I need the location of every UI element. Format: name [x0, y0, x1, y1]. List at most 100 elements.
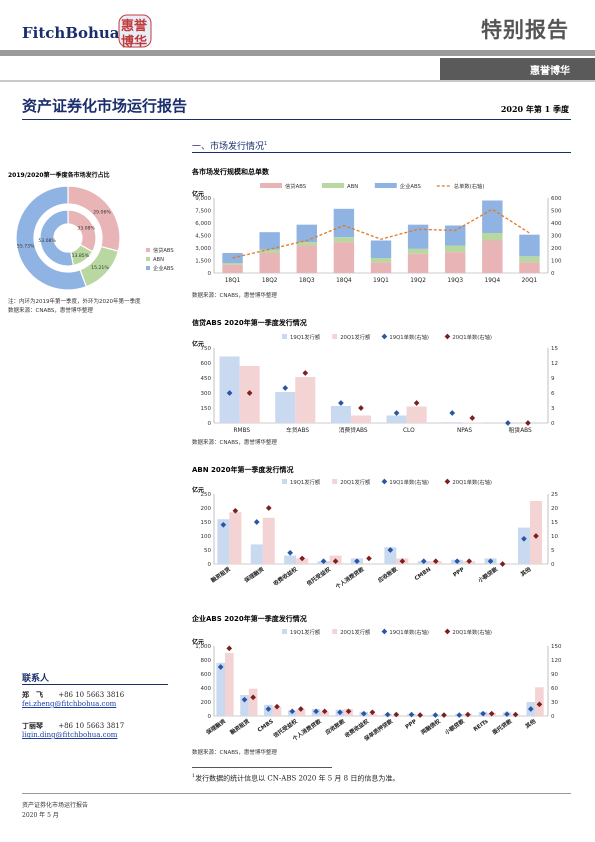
- bar: [445, 245, 466, 253]
- contact-phone: +86 10 5663 3817: [58, 722, 125, 730]
- data-point: [226, 645, 233, 652]
- legend-swatch: [260, 183, 282, 188]
- logo-text: FitchBohua: [22, 24, 120, 42]
- y-axis-unit: 亿元: [192, 340, 204, 348]
- data-point: [499, 561, 506, 567]
- y2-tick-label: 200: [551, 246, 562, 252]
- y-tick-label: 150: [201, 520, 212, 526]
- x-tick-label: 信托受益权: [305, 565, 333, 588]
- y-tick-label: 1,000: [195, 644, 211, 650]
- bar: [519, 256, 540, 263]
- bar: [222, 263, 243, 265]
- data-point: [465, 711, 471, 718]
- y2-tick-label: 10: [551, 534, 558, 540]
- outer-label: 15.21%: [91, 265, 109, 271]
- data-point: [504, 711, 510, 717]
- bar: [259, 253, 280, 273]
- x-tick-label: 18Q2: [262, 278, 278, 284]
- legend-label: 总单数(右轴): [454, 182, 485, 190]
- chart4-enterprise-abs: 0 200 400 600 800 1,000 0 30 60 90 120 150 亿元 19Q1发行额…: [192, 628, 562, 743]
- y-tick-label: 6,000: [195, 221, 211, 227]
- x-tick-label: 其他: [524, 717, 538, 730]
- y2-tick-label: 0: [551, 421, 555, 427]
- data-point: [217, 664, 224, 670]
- y-tick-label: 600: [201, 361, 212, 367]
- contact-name: 丁丽琴: [22, 721, 43, 730]
- y-tick-label: 100: [201, 534, 212, 540]
- y-tick-label: 9,000: [195, 196, 211, 202]
- x-tick-label: 18Q1: [225, 278, 241, 284]
- bar: [445, 252, 466, 273]
- bar: [442, 422, 463, 423]
- bar: [224, 653, 234, 716]
- y2-tick-label: 0: [551, 562, 555, 568]
- y2-tick-label: 9: [551, 376, 555, 382]
- footer-date: 2020 年 5 月: [22, 812, 59, 819]
- outer-slice: [15, 185, 88, 291]
- y-tick-label: 3,000: [195, 246, 211, 252]
- x-tick-label: 应收账款: [324, 717, 347, 736]
- legend-label: 企业ABS: [400, 182, 422, 190]
- contacts-rule: [22, 684, 168, 685]
- bar: [407, 224, 429, 249]
- data-point: [505, 420, 511, 426]
- x-tick-label: 小额贷款: [476, 565, 499, 584]
- legend-marker: [381, 628, 388, 635]
- bar: [330, 406, 351, 423]
- y-tick-label: 0: [208, 562, 212, 568]
- contact-1-email[interactable]: fei.zheng@fitchbohua.com: [22, 700, 117, 708]
- legend-label: 20Q1单数(右轴): [452, 628, 492, 636]
- report-type-banner: 特别报告: [481, 18, 569, 42]
- bar: [262, 517, 275, 564]
- data-point: [358, 405, 364, 411]
- x-tick-label: 19Q1: [373, 278, 389, 284]
- chart2-source: 数据来源：CNABS，惠誉博华整理: [192, 440, 277, 446]
- bar: [222, 264, 243, 273]
- x-tick-label: REITs: [473, 718, 490, 733]
- inner-label: 33.08%: [77, 225, 95, 231]
- header-rule-2: [0, 80, 595, 82]
- y-tick-label: 7,500: [195, 209, 211, 215]
- y-tick-label: 800: [201, 658, 212, 664]
- bar: [406, 406, 427, 423]
- legend-label: 20Q1发行额: [340, 333, 371, 341]
- legend-swatch: [374, 183, 397, 188]
- data-point: [332, 558, 339, 565]
- bar: [482, 240, 503, 273]
- x-tick-label: 租赁ABS: [509, 426, 532, 434]
- bar: [462, 422, 483, 423]
- contact-phone: +86 10 5663 3816: [58, 691, 125, 699]
- bar: [445, 225, 466, 246]
- legend-label: 19Q1单数(右轴): [389, 478, 429, 486]
- bar: [240, 695, 249, 716]
- logo-seal: 惠誉 博华: [118, 14, 152, 50]
- contact-2-email[interactable]: liqin.ding@fitchbohua.com: [22, 731, 118, 739]
- bar: [386, 415, 407, 423]
- x-tick-label: 消费贷ABS: [339, 426, 368, 434]
- x-tick-label: 19Q3: [447, 278, 463, 284]
- y2-tick-label: 6: [551, 391, 555, 397]
- y-tick-label: 750: [201, 346, 212, 352]
- y-tick-label: 0: [208, 421, 212, 427]
- bar: [219, 356, 240, 423]
- data-point: [282, 385, 289, 391]
- y-tick-label: 200: [201, 506, 212, 512]
- legend-swatch: [332, 629, 338, 634]
- bar: [333, 237, 355, 243]
- x-tick-label: 应收账款: [376, 565, 399, 584]
- data-point: [456, 712, 463, 718]
- series-line: [232, 208, 530, 259]
- data-point: [338, 400, 344, 406]
- chart1-source: 数据来源：CNABS，惠誉博华整理: [192, 293, 277, 299]
- bar: [482, 233, 503, 241]
- data-point: [533, 533, 539, 539]
- title-rule: [22, 119, 571, 120]
- data-point: [417, 712, 423, 718]
- y2-tick-label: 300: [551, 234, 562, 240]
- data-point: [253, 519, 260, 525]
- y2-tick-label: 5: [551, 548, 555, 554]
- data-point: [384, 711, 391, 718]
- section-rule: [192, 152, 571, 153]
- bar: [370, 262, 392, 273]
- legend-label: 19Q1发行额: [290, 628, 321, 636]
